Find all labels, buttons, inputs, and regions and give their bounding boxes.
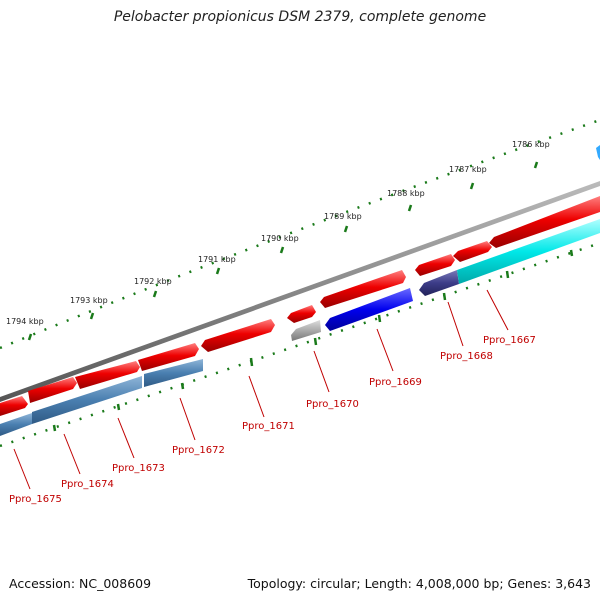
leader-line [13, 448, 31, 490]
leader-line [248, 375, 265, 418]
ruler-major-tick [152, 290, 158, 298]
reverse-strand [0, 145, 600, 436]
inner-major-tick [505, 270, 510, 279]
forward-gene [287, 305, 316, 323]
forward-gene [0, 396, 28, 416]
gene-label: Ppro_1670 [306, 399, 359, 410]
kbp-ruler: 1786 kbp 1787 kbp 1788 kbp 1789 kbp 1790… [0, 118, 600, 350]
kbp-label: 1790 kbp [261, 234, 299, 243]
gene-label: Ppro_1675 [9, 494, 62, 505]
inner-major-tick [569, 249, 574, 257]
forward-gene [320, 270, 406, 308]
reverse-gene [32, 376, 142, 424]
gene-labels: Ppro_1667 Ppro_1668 Ppro_1669 Ppro_1670 … [9, 335, 536, 505]
reverse-gene [419, 270, 459, 296]
leader-line [63, 433, 81, 475]
forward-strand [0, 196, 600, 416]
ruler-major-tick [469, 182, 475, 190]
gene-label: Ppro_1674 [61, 479, 114, 490]
reverse-gene [457, 219, 600, 284]
ruler-major-tick [533, 161, 539, 169]
ruler-major-tick [343, 225, 349, 233]
leader-line [486, 289, 509, 331]
ruler-major-tick [215, 267, 221, 275]
forward-gene [415, 254, 455, 276]
ruler-major-tick [27, 333, 33, 341]
reverse-gene [291, 320, 321, 341]
leader-line [376, 328, 394, 372]
gene-label: Ppro_1669 [369, 377, 422, 388]
ruler-major-tick [279, 246, 285, 254]
forward-gene [489, 196, 600, 248]
inner-major-tick [116, 403, 121, 411]
genome-backbone [0, 181, 600, 402]
inner-ruler [0, 241, 600, 448]
forward-gene [201, 319, 275, 352]
leader-line [447, 301, 464, 347]
kbp-label: 1786 kbp [512, 140, 550, 149]
kbp-label: 1791 kbp [198, 255, 236, 264]
kbp-label: 1789 kbp [324, 212, 362, 221]
accession-text: Accession: NC_008609 [9, 576, 152, 591]
gene-label: Ppro_1672 [172, 445, 225, 456]
inner-major-tick [442, 292, 447, 301]
topology-text: Topology: circular; Length: 4,008,000 bp… [247, 576, 591, 591]
forward-gene [75, 361, 140, 389]
reverse-gene [0, 413, 32, 436]
kbp-label: 1794 kbp [6, 317, 44, 326]
inner-major-tick [180, 382, 185, 390]
forward-gene [138, 343, 199, 371]
partial-gene [596, 145, 600, 160]
ruler-dots [0, 118, 600, 350]
leader-line [179, 397, 196, 441]
gene-leaders [13, 289, 509, 490]
inner-major-tick [249, 357, 254, 367]
reverse-gene [144, 359, 203, 387]
forward-gene [453, 241, 492, 262]
gene-label: Ppro_1668 [440, 351, 493, 362]
ruler-major-tick [407, 204, 413, 212]
leader-line [313, 350, 330, 393]
gene-label: Ppro_1667 [483, 335, 536, 346]
reverse-gene [325, 288, 413, 331]
kbp-label: 1787 kbp [449, 165, 487, 174]
kbp-label: 1793 kbp [70, 296, 108, 305]
inner-major-tick [377, 314, 382, 323]
forward-gene [28, 377, 77, 403]
kbp-label: 1788 kbp [387, 189, 425, 198]
kbp-label: 1792 kbp [134, 277, 172, 286]
gene-label: Ppro_1671 [242, 421, 295, 432]
leader-line [117, 417, 135, 459]
gene-label: Ppro_1673 [112, 463, 165, 474]
inner-major-tick [52, 424, 57, 432]
ruler-major-tick [89, 312, 95, 320]
inner-major-tick [313, 337, 318, 346]
map-title: Pelobacter propionicus DSM 2379, complet… [113, 9, 487, 25]
